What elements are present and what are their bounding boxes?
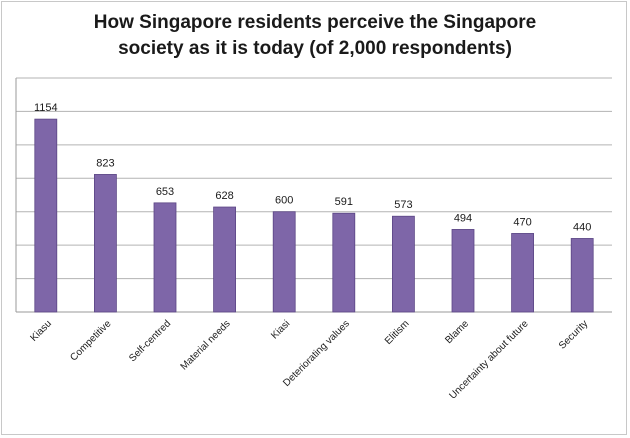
category-label: Material needs bbox=[179, 318, 233, 372]
value-label: 823 bbox=[96, 157, 114, 169]
category-label: Kiasu bbox=[28, 318, 53, 343]
bar bbox=[451, 229, 475, 313]
value-label: 591 bbox=[335, 196, 353, 208]
value-label: 573 bbox=[394, 199, 412, 211]
value-label: 628 bbox=[215, 190, 233, 202]
category-label: Security bbox=[557, 318, 590, 351]
chart-title-line-1: How Singapore residents perceive the Sin… bbox=[93, 12, 537, 33]
category-label: Blame bbox=[443, 318, 471, 346]
bars bbox=[34, 118, 594, 313]
value-labels: 1154 823 653 628 600 591 573 494 470 440 bbox=[34, 102, 591, 233]
category-label: Self-centred bbox=[127, 318, 173, 364]
category-label: Competitive bbox=[68, 318, 113, 363]
bar bbox=[153, 202, 177, 313]
value-label: 1154 bbox=[34, 102, 58, 114]
value-label: 440 bbox=[573, 221, 591, 233]
value-label: 470 bbox=[513, 216, 531, 228]
category-label: Elitism bbox=[383, 318, 412, 347]
chart-title-line-2: society as it is today (of 2,000 respond… bbox=[118, 38, 512, 59]
category-label: Kiasi bbox=[269, 318, 292, 341]
category-label: Deteriorating values bbox=[281, 318, 352, 389]
value-label: 653 bbox=[156, 186, 174, 198]
value-label: 494 bbox=[454, 212, 472, 224]
bar bbox=[213, 206, 237, 313]
bar bbox=[34, 118, 58, 313]
bar bbox=[570, 238, 594, 313]
chart-title: How Singapore residents perceive the Sin… bbox=[40, 10, 590, 62]
bar bbox=[272, 211, 296, 313]
bar bbox=[511, 233, 535, 313]
bar bbox=[332, 212, 356, 313]
value-label: 600 bbox=[275, 195, 293, 207]
bar bbox=[94, 174, 117, 313]
bar bbox=[391, 215, 415, 313]
category-labels: Kiasu Competitive Self-centred Material nee… bbox=[28, 318, 590, 402]
